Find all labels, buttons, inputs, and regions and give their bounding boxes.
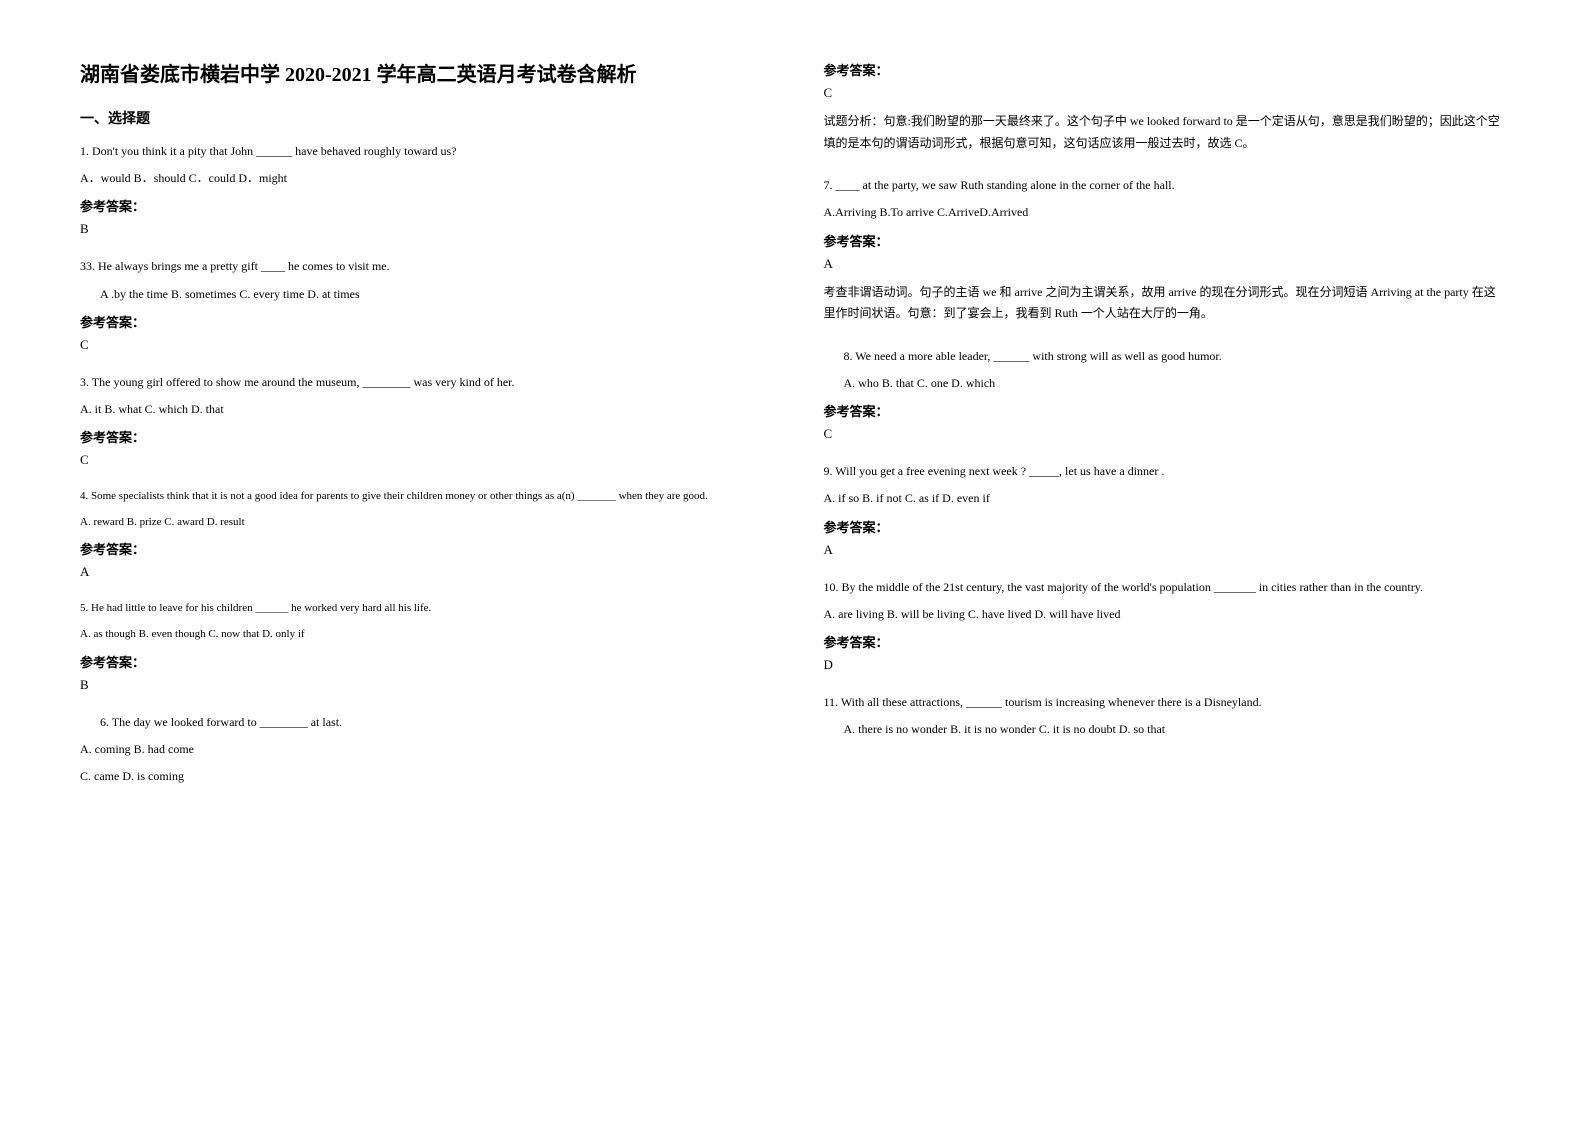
explanation-text: 考查非谓语动词。句子的主语 we 和 arrive 之间为主谓关系，故用 arr… [824,282,1508,325]
question-10: 10. By the middle of the 21st century, t… [824,578,1508,683]
answer-label: 参考答案： [824,632,1508,651]
answer-value: A [824,542,1508,558]
question-options: A. as though B. even though C. now that … [80,626,764,644]
question-text: 10. By the middle of the 21st century, t… [824,578,1508,597]
question-6: 6. The day we looked forward to ________… [80,713,764,795]
question-options: A. there is no wonder B. it is no wonder… [824,720,1508,739]
question-11: 11. With all these attractions, ______ t… [824,693,1508,747]
question-options: A. who B. that C. one D. which [824,374,1508,393]
question-options: A.Arriving B.To arrive C.ArriveD.Arrived [824,203,1508,222]
answer-label: 参考答案： [824,60,1508,79]
left-column: 湖南省娄底市横岩中学 2020-2021 学年高二英语月考试卷含解析 一、选择题… [80,60,764,1062]
answer-label: 参考答案： [824,517,1508,536]
answer-label: 参考答案： [80,539,764,558]
question-options-line2: C. came D. is coming [80,767,764,786]
question-6-answer: 参考答案： C 试题分析：句意:我们盼望的那一天最终来了。这个句子中 we lo… [824,60,1508,166]
question-5: 5. He had little to leave for his childr… [80,600,764,702]
question-text: 7. ____ at the party, we saw Ruth standi… [824,176,1508,195]
question-options: A. reward B. prize C. award D. result [80,514,764,532]
question-text: 6. The day we looked forward to ________… [80,713,764,732]
answer-value: A [824,256,1508,272]
question-text: 4. Some specialists think that it is not… [80,488,764,506]
question-text: 3. The young girl offered to show me aro… [80,373,764,392]
explanation-text: 试题分析：句意:我们盼望的那一天最终来了。这个句子中 we looked for… [824,111,1508,154]
answer-label: 参考答案： [80,312,764,331]
answer-label: 参考答案： [80,652,764,671]
answer-value: C [824,426,1508,442]
question-text: 33. He always brings me a pretty gift __… [80,257,764,276]
answer-value: C [824,85,1508,101]
answer-label: 参考答案： [824,231,1508,250]
answer-value: B [80,221,764,237]
question-9: 9. Will you get a free evening next week… [824,462,1508,567]
question-options: A .by the time B. sometimes C. every tim… [80,285,764,304]
answer-value: A [80,564,764,580]
document-title: 湖南省娄底市横岩中学 2020-2021 学年高二英语月考试卷含解析 [80,60,764,90]
question-4: 4. Some specialists think that it is not… [80,488,764,590]
section-heading: 一、选择题 [80,108,764,128]
question-options: A．would B．should C．could D．might [80,169,764,188]
question-options: A. it B. what C. which D. that [80,400,764,419]
question-text: 8. We need a more able leader, ______ wi… [824,347,1508,366]
question-8: 8. We need a more able leader, ______ wi… [824,347,1508,452]
answer-label: 参考答案： [80,196,764,215]
answer-label: 参考答案： [80,427,764,446]
question-text: 9. Will you get a free evening next week… [824,462,1508,481]
answer-value: B [80,677,764,693]
question-text: 11. With all these attractions, ______ t… [824,693,1508,712]
right-column: 参考答案： C 试题分析：句意:我们盼望的那一天最终来了。这个句子中 we lo… [824,60,1508,1062]
answer-value: D [824,657,1508,673]
question-33: 33. He always brings me a pretty gift __… [80,257,764,362]
question-7: 7. ____ at the party, we saw Ruth standi… [824,176,1508,337]
answer-value: C [80,337,764,353]
question-3: 3. The young girl offered to show me aro… [80,373,764,478]
question-options: A. if so B. if not C. as if D. even if [824,489,1508,508]
question-options-line1: A. coming B. had come [80,740,764,759]
answer-value: C [80,452,764,468]
answer-label: 参考答案： [824,401,1508,420]
question-text: 1. Don't you think it a pity that John _… [80,142,764,161]
question-text: 5. He had little to leave for his childr… [80,600,764,618]
question-1: 1. Don't you think it a pity that John _… [80,142,764,247]
question-options: A. are living B. will be living C. have … [824,605,1508,624]
